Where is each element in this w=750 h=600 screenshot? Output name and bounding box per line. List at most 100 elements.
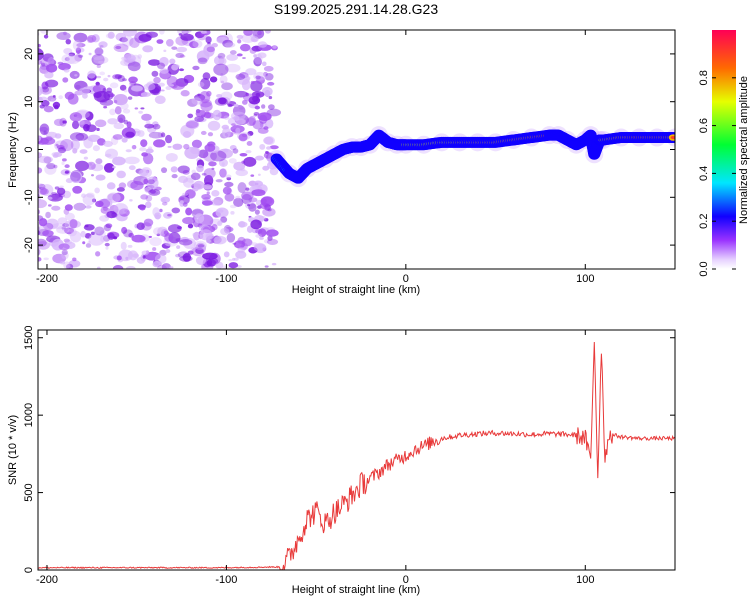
noise-speckle bbox=[123, 53, 136, 64]
noise-speckle bbox=[180, 33, 194, 41]
noise-speckle bbox=[156, 62, 166, 70]
noise-speckle bbox=[92, 145, 100, 152]
noise-speckle bbox=[121, 226, 128, 234]
noise-speckle bbox=[257, 173, 261, 176]
noise-speckle bbox=[94, 187, 100, 194]
noise-speckle bbox=[77, 54, 84, 58]
noise-speckle bbox=[264, 30, 271, 34]
noise-speckle bbox=[64, 57, 70, 62]
noise-speckle bbox=[211, 167, 215, 170]
noise-speckle bbox=[87, 70, 96, 79]
noise-speckle bbox=[255, 234, 263, 238]
noise-speckle bbox=[246, 141, 253, 146]
noise-speckle bbox=[141, 113, 152, 121]
noise-speckle bbox=[206, 191, 210, 195]
noise-speckle bbox=[230, 111, 246, 121]
noise-speckle bbox=[224, 193, 235, 202]
noise-speckle bbox=[38, 182, 40, 188]
noise-speckle bbox=[232, 242, 237, 245]
noise-speckle bbox=[237, 182, 247, 194]
noise-speckle bbox=[98, 41, 108, 48]
noise-speckle bbox=[41, 100, 50, 107]
noise-speckle bbox=[64, 227, 75, 234]
noise-speckle bbox=[203, 175, 214, 187]
colorbar: 0.0 0.2 0.4 0.6 0.8 Normalized spectral ampl… bbox=[698, 30, 750, 277]
noise-speckle bbox=[143, 178, 149, 185]
noise-speckle bbox=[152, 227, 164, 236]
noise-speckle bbox=[201, 200, 213, 206]
colorbar-label: Normalized spectral amplitude bbox=[738, 76, 750, 224]
noise-speckle bbox=[233, 161, 246, 171]
noise-speckle bbox=[170, 84, 174, 87]
noise-speckle bbox=[38, 218, 48, 227]
noise-speckle bbox=[61, 251, 69, 260]
noise-speckle bbox=[99, 230, 106, 238]
noise-speckle bbox=[228, 158, 237, 164]
noise-speckle bbox=[166, 75, 178, 88]
noise-speckle bbox=[248, 115, 256, 126]
noise-speckle bbox=[236, 34, 244, 40]
noise-speckle bbox=[70, 230, 82, 243]
noise-speckle bbox=[171, 64, 179, 71]
colorbar-tick-label: 0.0 bbox=[698, 261, 710, 276]
noise-speckle bbox=[178, 33, 183, 36]
noise-speckle bbox=[63, 31, 67, 36]
noise-speckle bbox=[161, 263, 172, 269]
noise-speckle bbox=[44, 79, 59, 88]
noise-speckle bbox=[229, 144, 237, 151]
snr-ylabel: SNR (10 * v/v) bbox=[7, 415, 19, 485]
noise-speckle bbox=[148, 131, 164, 139]
noise-speckle bbox=[190, 172, 201, 181]
noise-speckle bbox=[157, 82, 165, 87]
noise-speckle bbox=[236, 53, 243, 57]
noise-speckle bbox=[87, 34, 97, 43]
noise-speckle bbox=[257, 112, 272, 121]
noise-speckle bbox=[253, 112, 260, 116]
noise-speckle bbox=[82, 241, 86, 245]
noise-speckle bbox=[266, 238, 279, 245]
noise-speckle bbox=[75, 132, 89, 141]
noise-speckle bbox=[113, 203, 129, 215]
noise-speckle bbox=[44, 71, 54, 79]
noise-speckle bbox=[213, 63, 229, 76]
noise-speckle bbox=[165, 152, 178, 162]
noise-speckle bbox=[106, 192, 121, 203]
noise-speckle bbox=[113, 43, 129, 53]
noise-speckle bbox=[235, 73, 246, 80]
noise-speckle bbox=[169, 58, 176, 65]
noise-speckle bbox=[53, 152, 62, 158]
y-tick-label: -20 bbox=[23, 237, 35, 253]
noise-speckle bbox=[98, 60, 105, 64]
noise-speckle bbox=[263, 217, 269, 222]
noise-speckle bbox=[91, 163, 104, 172]
noise-speckle bbox=[271, 262, 277, 266]
noise-speckle bbox=[248, 197, 258, 203]
noise-speckle bbox=[237, 247, 246, 254]
noise-speckle bbox=[120, 241, 127, 250]
noise-speckle bbox=[196, 50, 210, 63]
noise-speckle bbox=[62, 158, 67, 162]
noise-speckle bbox=[253, 242, 266, 252]
noise-speckle bbox=[197, 81, 205, 88]
noise-speckle bbox=[233, 103, 239, 108]
x-tick-label: 100 bbox=[576, 574, 594, 586]
noise-speckle bbox=[127, 61, 141, 72]
noise-speckle bbox=[113, 93, 128, 106]
noise-speckle bbox=[112, 165, 116, 169]
noise-speckle bbox=[252, 120, 264, 130]
noise-speckle bbox=[143, 83, 156, 91]
noise-speckle bbox=[220, 227, 230, 236]
noise-speckle bbox=[104, 242, 110, 247]
noise-speckle bbox=[82, 193, 96, 206]
y-tick-label: 1500 bbox=[23, 325, 35, 349]
noise-speckle bbox=[153, 76, 161, 84]
noise-speckle bbox=[258, 215, 267, 221]
noise-speckle bbox=[227, 104, 233, 108]
y-tick-label: 0 bbox=[23, 146, 35, 152]
noise-speckle bbox=[129, 37, 140, 48]
noise-speckle bbox=[211, 189, 220, 197]
noise-speckle bbox=[255, 75, 261, 80]
noise-speckle bbox=[253, 54, 257, 58]
noise-speckle bbox=[253, 56, 262, 67]
noise-speckle bbox=[250, 80, 255, 85]
